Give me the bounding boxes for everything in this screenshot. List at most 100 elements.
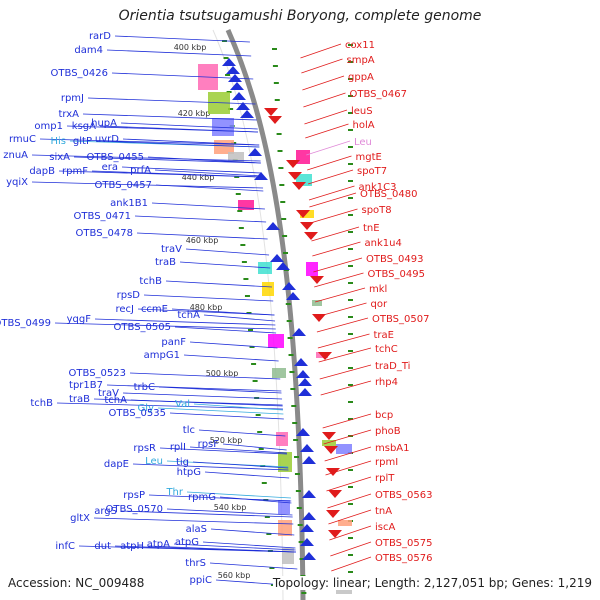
left-leader-line bbox=[121, 166, 262, 174]
right-gene-label: gppA bbox=[348, 72, 374, 83]
left-leader-line bbox=[198, 429, 286, 437]
left-gene-label: gltX bbox=[70, 513, 90, 524]
reverse-gene-arrow bbox=[288, 172, 302, 180]
reverse-gene-arrow bbox=[310, 276, 324, 284]
left-leader-line bbox=[114, 35, 250, 43]
ruler-tick bbox=[348, 537, 353, 539]
gene-block bbox=[306, 262, 318, 276]
left-gene-label: sixA bbox=[49, 152, 70, 163]
left-gene-label: infC bbox=[55, 541, 75, 552]
ruler-tick bbox=[277, 150, 283, 152]
ruler-tick bbox=[348, 367, 353, 369]
ruler-tick bbox=[286, 320, 292, 322]
left-leader-line bbox=[129, 372, 281, 380]
left-gene-label: recJ bbox=[116, 304, 135, 315]
right-leader-line bbox=[303, 92, 346, 108]
right-leader-line bbox=[323, 429, 372, 445]
gene-block bbox=[278, 452, 292, 472]
gene-block bbox=[262, 282, 274, 296]
left-gene-label: His bbox=[50, 136, 66, 147]
left-leader-line bbox=[222, 443, 287, 451]
reverse-gene-arrow bbox=[292, 182, 306, 190]
left-gene-label: trxA bbox=[58, 109, 79, 120]
left-leader-line bbox=[95, 140, 260, 148]
ruler-tick bbox=[348, 61, 353, 63]
forward-gene-arrow bbox=[222, 58, 236, 66]
ruler-tick bbox=[234, 176, 240, 178]
right-leader-line bbox=[305, 123, 349, 139]
reverse-gene-arrow bbox=[326, 510, 340, 518]
left-leader-line bbox=[183, 354, 279, 362]
left-leader-line bbox=[186, 491, 291, 499]
ruler-tick bbox=[348, 503, 353, 505]
forward-gene-arrow bbox=[240, 110, 254, 118]
right-gene-label: bcp bbox=[375, 410, 393, 421]
ruler-tick bbox=[238, 227, 244, 229]
ruler-tick bbox=[296, 507, 302, 509]
left-gene-label: dut bbox=[94, 541, 111, 552]
right-gene-label: qor bbox=[371, 299, 388, 310]
ruler-tick bbox=[251, 363, 257, 365]
right-leader-line bbox=[326, 476, 372, 492]
ruler-tick bbox=[348, 384, 353, 386]
gene-block bbox=[272, 368, 286, 378]
right-gene-label: leuS bbox=[351, 106, 373, 117]
right-gene-label: iscA bbox=[375, 522, 395, 533]
left-gene-label: uvrD bbox=[95, 134, 119, 145]
right-leader-line bbox=[309, 192, 357, 208]
right-gene-label: OTBS_0575 bbox=[375, 538, 432, 549]
ruler-tick bbox=[298, 541, 304, 543]
right-leader-line bbox=[317, 333, 370, 349]
ruler-tick bbox=[294, 456, 300, 458]
left-gene-label: znuA bbox=[3, 150, 28, 161]
ruler-tick bbox=[289, 371, 295, 373]
reverse-gene-arrow bbox=[264, 108, 278, 116]
left-leader-line bbox=[94, 318, 276, 326]
left-leader-line bbox=[171, 308, 275, 316]
right-gene-label: ank1u4 bbox=[365, 238, 402, 249]
reverse-gene-arrow bbox=[318, 352, 332, 360]
left-leader-line bbox=[130, 399, 283, 407]
left-leader-line bbox=[219, 496, 292, 504]
ruler-tick bbox=[223, 57, 229, 59]
left-gene-label: atpH bbox=[120, 541, 144, 552]
backbone-arc bbox=[225, 28, 306, 600]
right-leader-line bbox=[330, 541, 372, 557]
right-gene-label: tnE bbox=[363, 223, 380, 234]
left-leader-line bbox=[173, 543, 296, 551]
reverse-gene-arrow bbox=[322, 432, 336, 440]
right-leader-line bbox=[331, 556, 372, 572]
ruler-tick bbox=[348, 214, 353, 216]
ruler-tick bbox=[243, 278, 249, 280]
ruler-tick bbox=[348, 299, 353, 301]
right-leader-line bbox=[304, 109, 348, 125]
scale-label: 540 kbp bbox=[214, 503, 247, 512]
right-gene-label: holA bbox=[353, 120, 375, 131]
left-gene-label: tlc bbox=[183, 425, 195, 436]
left-gene-label: ampG1 bbox=[144, 350, 180, 361]
right-gene-label: mkl bbox=[369, 284, 387, 295]
left-gene-label: ank1B1 bbox=[110, 198, 148, 209]
scale-label: 500 kbp bbox=[206, 369, 239, 378]
left-gene-label: OTBS_0535 bbox=[109, 408, 166, 419]
left-leader-line bbox=[31, 181, 264, 189]
left-leader-line bbox=[203, 314, 276, 322]
ruler-tick bbox=[258, 448, 264, 450]
left-leader-line bbox=[122, 392, 283, 400]
left-leader-line bbox=[56, 402, 283, 410]
right-gene-label: mgtE bbox=[356, 152, 382, 163]
right-gene-label: tnA bbox=[375, 506, 392, 517]
scale-label: 480 kbp bbox=[190, 303, 223, 312]
left-gene-label: ppiC bbox=[190, 575, 212, 586]
left-gene-label: trbC bbox=[134, 382, 155, 393]
left-leader-line bbox=[91, 170, 263, 178]
ruler-tick bbox=[291, 405, 297, 407]
right-leader-line bbox=[311, 226, 360, 242]
gene-block bbox=[214, 140, 234, 154]
ruler-tick bbox=[297, 524, 303, 526]
right-gene-label: msbA1 bbox=[375, 443, 410, 454]
reverse-gene-arrow bbox=[328, 530, 342, 538]
left-gene-label: Val bbox=[175, 399, 190, 410]
ruler-tick bbox=[273, 82, 279, 84]
ruler-tick bbox=[269, 567, 275, 569]
